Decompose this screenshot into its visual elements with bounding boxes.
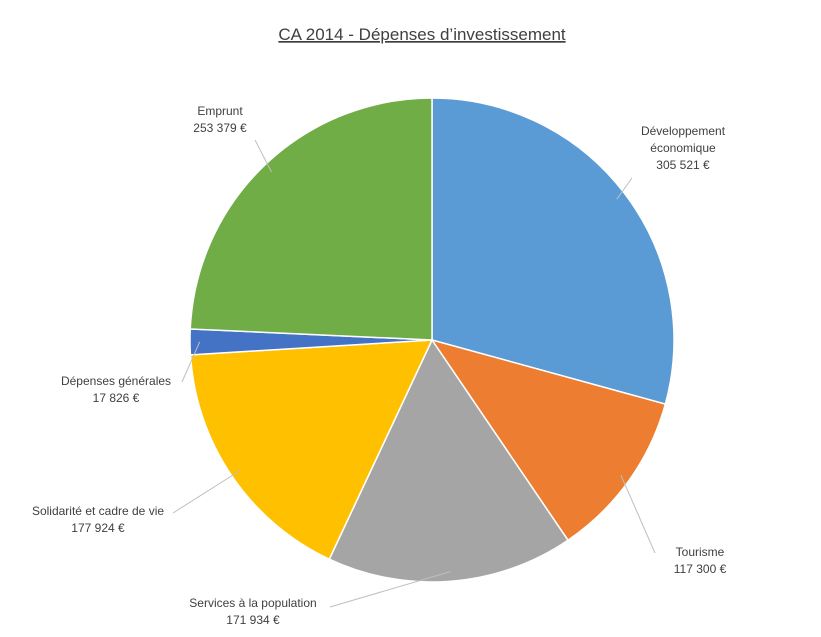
slice-label-line: Dépenses générales <box>61 374 171 388</box>
pie-slice-tourisme <box>430 338 667 542</box>
slice-label: Dépenses générales 17 826 € <box>61 374 171 405</box>
leader-line <box>616 177 633 200</box>
slice-label: Tourisme 117 300 € <box>674 545 727 576</box>
pie-slice-d-veloppement-conomique <box>431 97 675 406</box>
pie-slice-services-la-population <box>328 338 570 583</box>
leader-line <box>172 470 241 514</box>
chart-title: CA 2014 - Dépenses d’investissement <box>278 25 566 44</box>
slice-value-text: 17 826 € <box>93 391 140 405</box>
slice-value-text: 171 934 € <box>226 613 280 627</box>
slice-label-line: économique <box>650 141 716 155</box>
slice-labels: Développement économique 305 521 € Tourisme… <box>32 104 727 627</box>
slice-label: Développement économique 305 521 € <box>641 124 726 172</box>
leader-lines <box>172 139 656 608</box>
leader-line <box>254 139 272 173</box>
slice-value-text: 305 521 € <box>656 158 710 172</box>
slice-label-line: Services à la population <box>189 596 316 610</box>
slice-value-text: 253 379 € <box>193 121 247 135</box>
leader-line <box>181 341 201 383</box>
pie-slice-emprunt <box>189 97 433 341</box>
slice-label: Services à la population 171 934 € <box>189 596 316 627</box>
slice-label: Emprunt 253 379 € <box>193 104 247 135</box>
slice-label-line: Emprunt <box>197 104 243 118</box>
slice-label-line: Développement <box>641 124 726 138</box>
pie-slices <box>189 97 675 583</box>
slice-value-text: 177 924 € <box>71 521 125 535</box>
leader-line <box>620 475 656 554</box>
slice-value-text: 117 300 € <box>674 562 727 576</box>
slice-label: Solidarité et cadre de vie 177 924 € <box>32 504 164 535</box>
leader-line <box>329 571 451 608</box>
slice-label-line: Solidarité et cadre de vie <box>32 504 164 518</box>
slice-label-line: Tourisme <box>676 545 725 559</box>
